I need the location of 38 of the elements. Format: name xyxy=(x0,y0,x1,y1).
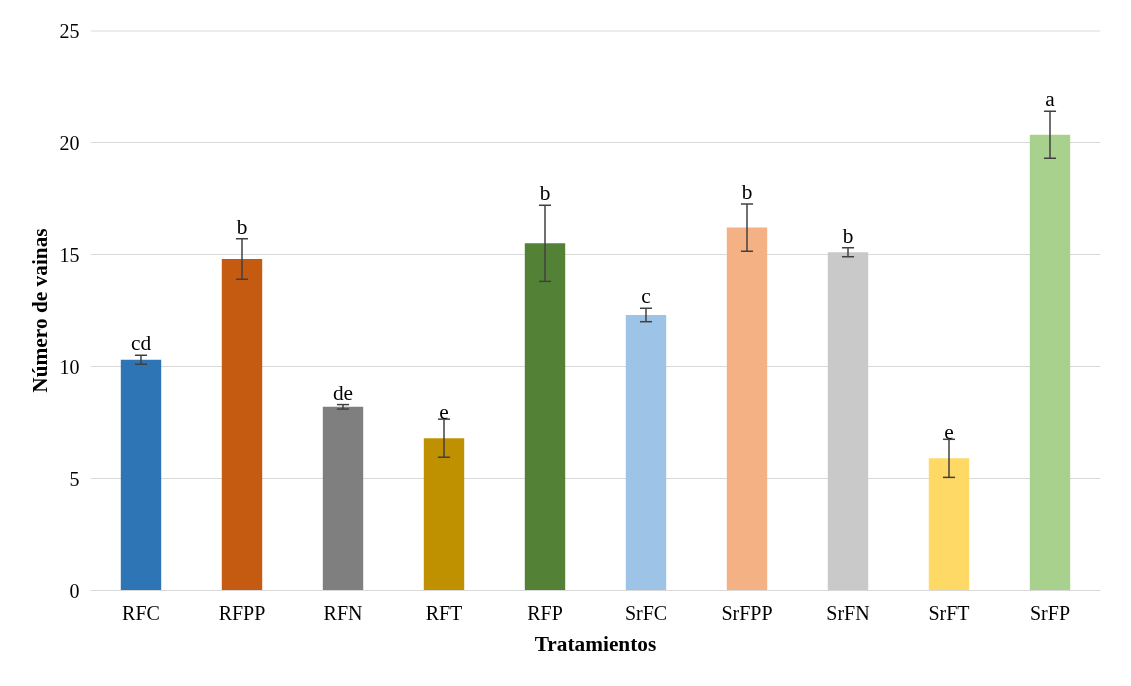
y-tick-label: 20 xyxy=(59,131,80,154)
y-axis-title: Número de vainas xyxy=(27,228,52,393)
x-tick-label: RFC xyxy=(122,601,160,624)
annotation: e xyxy=(944,420,954,445)
bar xyxy=(322,406,364,591)
annotation: b xyxy=(842,223,854,248)
annotation: a xyxy=(1045,87,1056,112)
annotation: b xyxy=(236,214,248,239)
annotation: de xyxy=(332,380,354,405)
x-tick-label: RFN xyxy=(323,601,363,624)
y-tick-label: 5 xyxy=(69,467,80,490)
annotation: e xyxy=(439,400,449,425)
annotation: cd xyxy=(130,331,152,356)
x-tick-label: SrFN xyxy=(826,601,870,624)
y-tick-label: 25 xyxy=(59,19,80,42)
bar xyxy=(928,458,970,591)
annotation: b xyxy=(539,181,551,206)
bar xyxy=(524,243,566,591)
annotation: c xyxy=(641,284,651,309)
bar xyxy=(423,438,465,591)
bar xyxy=(120,359,162,591)
x-axis-title: Tratamientos xyxy=(534,631,657,656)
x-tick-label: RFT xyxy=(425,601,463,624)
x-tick-label: SrFP xyxy=(1029,601,1071,624)
annotation: b xyxy=(741,180,753,205)
x-tick-label: SrFC xyxy=(624,601,668,624)
bar xyxy=(726,227,768,591)
x-tick-label: RFPP xyxy=(218,601,266,624)
y-tick-label: 10 xyxy=(59,355,80,378)
bar xyxy=(1029,134,1071,591)
bar xyxy=(221,258,263,591)
y-tick-label: 0 xyxy=(69,579,80,602)
x-tick-label: SrFT xyxy=(928,601,970,624)
bar xyxy=(827,252,869,591)
x-tick-label: SrFPP xyxy=(721,601,773,624)
y-tick-label: 15 xyxy=(59,243,80,266)
bar xyxy=(625,314,667,591)
x-tick-label: RFP xyxy=(527,601,563,624)
